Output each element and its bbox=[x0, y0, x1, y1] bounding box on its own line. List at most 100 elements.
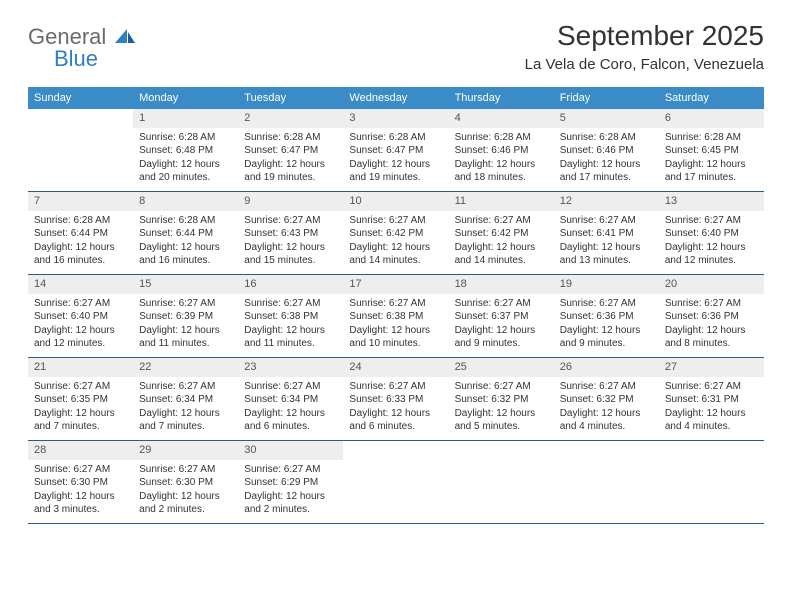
calendar-cell: 11Sunrise: 6:27 AMSunset: 6:42 PMDayligh… bbox=[449, 192, 554, 274]
day-body: Sunrise: 6:27 AMSunset: 6:41 PMDaylight:… bbox=[554, 211, 659, 274]
calendar-cell: 17Sunrise: 6:27 AMSunset: 6:38 PMDayligh… bbox=[343, 275, 448, 357]
calendar-cell: 14Sunrise: 6:27 AMSunset: 6:40 PMDayligh… bbox=[28, 275, 133, 357]
daylight-line: Daylight: 12 hours and 9 minutes. bbox=[455, 324, 548, 351]
header: General Blue September 2025 La Vela de C… bbox=[28, 20, 764, 73]
day-body: Sunrise: 6:27 AMSunset: 6:30 PMDaylight:… bbox=[133, 460, 238, 523]
calendar-cell: 5Sunrise: 6:28 AMSunset: 6:46 PMDaylight… bbox=[554, 109, 659, 191]
day-number: 3 bbox=[343, 109, 448, 128]
day-number: 11 bbox=[449, 192, 554, 211]
daylight-line: Daylight: 12 hours and 20 minutes. bbox=[139, 158, 232, 185]
day-number: 16 bbox=[238, 275, 343, 294]
calendar-cell: 6Sunrise: 6:28 AMSunset: 6:45 PMDaylight… bbox=[659, 109, 764, 191]
calendar-cell bbox=[659, 441, 764, 523]
day-body: Sunrise: 6:27 AMSunset: 6:37 PMDaylight:… bbox=[449, 294, 554, 357]
sunrise-line: Sunrise: 6:27 AM bbox=[34, 297, 127, 311]
day-body: Sunrise: 6:27 AMSunset: 6:32 PMDaylight:… bbox=[554, 377, 659, 440]
daylight-line: Daylight: 12 hours and 10 minutes. bbox=[349, 324, 442, 351]
logo-word1: General bbox=[28, 24, 106, 49]
sunrise-line: Sunrise: 6:27 AM bbox=[244, 463, 337, 477]
calendar-body: 1Sunrise: 6:28 AMSunset: 6:48 PMDaylight… bbox=[28, 109, 764, 524]
calendar-cell: 26Sunrise: 6:27 AMSunset: 6:32 PMDayligh… bbox=[554, 358, 659, 440]
sunset-line: Sunset: 6:33 PM bbox=[349, 393, 442, 407]
daylight-line: Daylight: 12 hours and 6 minutes. bbox=[349, 407, 442, 434]
daylight-line: Daylight: 12 hours and 12 minutes. bbox=[34, 324, 127, 351]
daylight-line: Daylight: 12 hours and 2 minutes. bbox=[244, 490, 337, 517]
day-number: 10 bbox=[343, 192, 448, 211]
sunset-line: Sunset: 6:46 PM bbox=[560, 144, 653, 158]
day-body: Sunrise: 6:27 AMSunset: 6:38 PMDaylight:… bbox=[343, 294, 448, 357]
sunset-line: Sunset: 6:30 PM bbox=[34, 476, 127, 490]
daylight-line: Daylight: 12 hours and 4 minutes. bbox=[560, 407, 653, 434]
calendar-cell bbox=[554, 441, 659, 523]
calendar-cell: 24Sunrise: 6:27 AMSunset: 6:33 PMDayligh… bbox=[343, 358, 448, 440]
sunset-line: Sunset: 6:44 PM bbox=[34, 227, 127, 241]
daylight-line: Daylight: 12 hours and 5 minutes. bbox=[455, 407, 548, 434]
weekday-header: Tuesday bbox=[238, 87, 343, 109]
calendar: Sunday Monday Tuesday Wednesday Thursday… bbox=[28, 87, 764, 524]
sunset-line: Sunset: 6:44 PM bbox=[139, 227, 232, 241]
day-body: Sunrise: 6:27 AMSunset: 6:34 PMDaylight:… bbox=[238, 377, 343, 440]
sunset-line: Sunset: 6:39 PM bbox=[139, 310, 232, 324]
calendar-cell: 18Sunrise: 6:27 AMSunset: 6:37 PMDayligh… bbox=[449, 275, 554, 357]
calendar-cell: 22Sunrise: 6:27 AMSunset: 6:34 PMDayligh… bbox=[133, 358, 238, 440]
day-number: 18 bbox=[449, 275, 554, 294]
calendar-row: 1Sunrise: 6:28 AMSunset: 6:48 PMDaylight… bbox=[28, 109, 764, 192]
calendar-cell: 19Sunrise: 6:27 AMSunset: 6:36 PMDayligh… bbox=[554, 275, 659, 357]
day-number: 21 bbox=[28, 358, 133, 377]
daylight-line: Daylight: 12 hours and 13 minutes. bbox=[560, 241, 653, 268]
day-number: 26 bbox=[554, 358, 659, 377]
page-subtitle: La Vela de Coro, Falcon, Venezuela bbox=[525, 56, 764, 73]
day-number: 15 bbox=[133, 275, 238, 294]
day-body: Sunrise: 6:27 AMSunset: 6:33 PMDaylight:… bbox=[343, 377, 448, 440]
daylight-line: Daylight: 12 hours and 15 minutes. bbox=[244, 241, 337, 268]
day-body: Sunrise: 6:28 AMSunset: 6:48 PMDaylight:… bbox=[133, 128, 238, 191]
sunrise-line: Sunrise: 6:27 AM bbox=[244, 380, 337, 394]
daylight-line: Daylight: 12 hours and 19 minutes. bbox=[244, 158, 337, 185]
sunrise-line: Sunrise: 6:27 AM bbox=[455, 380, 548, 394]
day-number: 28 bbox=[28, 441, 133, 460]
day-body: Sunrise: 6:28 AMSunset: 6:46 PMDaylight:… bbox=[449, 128, 554, 191]
day-number: 9 bbox=[238, 192, 343, 211]
sunset-line: Sunset: 6:31 PM bbox=[665, 393, 758, 407]
day-body: Sunrise: 6:28 AMSunset: 6:45 PMDaylight:… bbox=[659, 128, 764, 191]
day-body: Sunrise: 6:27 AMSunset: 6:42 PMDaylight:… bbox=[449, 211, 554, 274]
day-body: Sunrise: 6:27 AMSunset: 6:30 PMDaylight:… bbox=[28, 460, 133, 523]
day-number: 6 bbox=[659, 109, 764, 128]
calendar-cell: 3Sunrise: 6:28 AMSunset: 6:47 PMDaylight… bbox=[343, 109, 448, 191]
calendar-cell: 4Sunrise: 6:28 AMSunset: 6:46 PMDaylight… bbox=[449, 109, 554, 191]
sunrise-line: Sunrise: 6:27 AM bbox=[244, 297, 337, 311]
sunrise-line: Sunrise: 6:27 AM bbox=[349, 214, 442, 228]
calendar-cell bbox=[28, 109, 133, 191]
sunset-line: Sunset: 6:48 PM bbox=[139, 144, 232, 158]
logo-text-wrap: General Blue bbox=[28, 26, 137, 70]
sunrise-line: Sunrise: 6:28 AM bbox=[139, 131, 232, 145]
daylight-line: Daylight: 12 hours and 11 minutes. bbox=[139, 324, 232, 351]
daylight-line: Daylight: 12 hours and 14 minutes. bbox=[349, 241, 442, 268]
day-body: Sunrise: 6:27 AMSunset: 6:34 PMDaylight:… bbox=[133, 377, 238, 440]
day-body: Sunrise: 6:27 AMSunset: 6:43 PMDaylight:… bbox=[238, 211, 343, 274]
day-number: 1 bbox=[133, 109, 238, 128]
weekday-header: Wednesday bbox=[343, 87, 448, 109]
sunrise-line: Sunrise: 6:27 AM bbox=[665, 297, 758, 311]
calendar-cell: 1Sunrise: 6:28 AMSunset: 6:48 PMDaylight… bbox=[133, 109, 238, 191]
calendar-cell: 23Sunrise: 6:27 AMSunset: 6:34 PMDayligh… bbox=[238, 358, 343, 440]
weekday-header: Friday bbox=[554, 87, 659, 109]
sunrise-line: Sunrise: 6:27 AM bbox=[244, 214, 337, 228]
day-number: 20 bbox=[659, 275, 764, 294]
calendar-cell: 25Sunrise: 6:27 AMSunset: 6:32 PMDayligh… bbox=[449, 358, 554, 440]
daylight-line: Daylight: 12 hours and 17 minutes. bbox=[665, 158, 758, 185]
daylight-line: Daylight: 12 hours and 11 minutes. bbox=[244, 324, 337, 351]
sunrise-line: Sunrise: 6:27 AM bbox=[560, 214, 653, 228]
day-number: 23 bbox=[238, 358, 343, 377]
daylight-line: Daylight: 12 hours and 9 minutes. bbox=[560, 324, 653, 351]
sunset-line: Sunset: 6:36 PM bbox=[560, 310, 653, 324]
daylight-line: Daylight: 12 hours and 16 minutes. bbox=[34, 241, 127, 268]
sunset-line: Sunset: 6:42 PM bbox=[455, 227, 548, 241]
page-title: September 2025 bbox=[525, 20, 764, 52]
calendar-cell: 7Sunrise: 6:28 AMSunset: 6:44 PMDaylight… bbox=[28, 192, 133, 274]
logo-word2: Blue bbox=[54, 48, 137, 70]
day-body: Sunrise: 6:28 AMSunset: 6:44 PMDaylight:… bbox=[133, 211, 238, 274]
sunset-line: Sunset: 6:38 PM bbox=[349, 310, 442, 324]
sunset-line: Sunset: 6:38 PM bbox=[244, 310, 337, 324]
daylight-line: Daylight: 12 hours and 4 minutes. bbox=[665, 407, 758, 434]
